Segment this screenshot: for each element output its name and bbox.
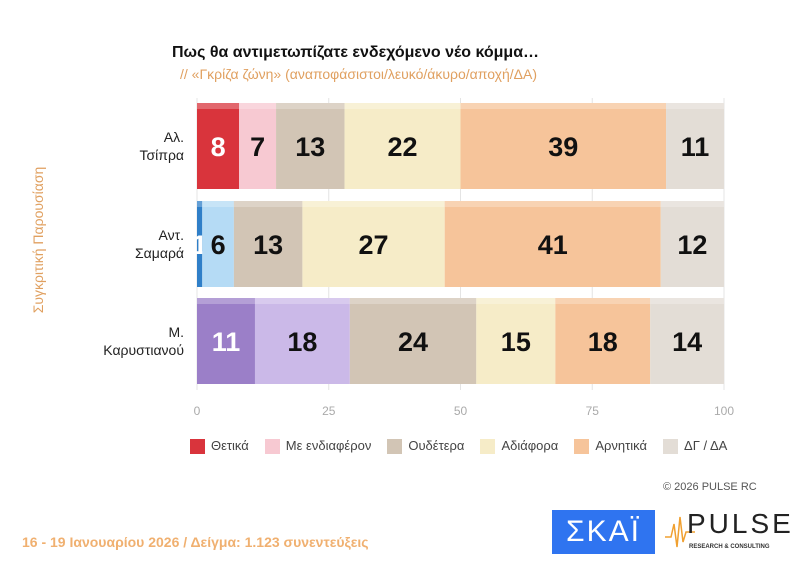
row-label: Μ. Καρυστιανού <box>103 324 184 358</box>
data-label: 27 <box>359 230 389 260</box>
footer-sample-info: 16 - 19 Ιανουαρίου 2026 / Δείγμα: 1.123 … <box>22 534 369 550</box>
copyright: © 2026 PULSE RC <box>663 481 757 493</box>
bar-segment <box>660 201 724 287</box>
x-tick-label: 50 <box>454 404 468 418</box>
pulse-logo: PULSE RESEARCH & CONSULTING <box>665 508 791 556</box>
data-label: 15 <box>501 327 531 357</box>
bar-highlight <box>233 201 303 207</box>
bar-segment <box>476 298 556 384</box>
data-label: 18 <box>287 327 317 357</box>
data-label: 13 <box>295 132 325 162</box>
row-label: Αντ. Σαμαρά <box>135 227 184 261</box>
bar-highlight <box>349 298 477 304</box>
data-label: 11 <box>212 327 241 357</box>
legend-label: Θετικά <box>211 438 249 453</box>
chart-subtitle: // «Γκρίζα ζώνη» (αναποφάσιστοι/λευκό/άκ… <box>180 66 537 82</box>
data-label: 13 <box>253 230 283 260</box>
bar-highlight <box>476 298 556 304</box>
data-label: 8 <box>211 132 226 162</box>
bar-segment <box>666 103 724 189</box>
data-label: 11 <box>681 132 710 162</box>
bar-segment <box>460 103 667 189</box>
legend-item: ΔΓ / ΔΑ <box>663 438 728 455</box>
legend-swatch <box>190 439 205 455</box>
legend-label: Αρνητικά <box>595 438 648 453</box>
legend-swatch <box>387 439 403 455</box>
legend-swatch <box>663 439 679 455</box>
bar-segment <box>302 201 445 287</box>
bar-highlight <box>660 201 724 207</box>
bar-segment <box>349 298 477 384</box>
data-label: 6 <box>211 230 226 260</box>
bar-segment <box>202 201 234 287</box>
bar-segment <box>444 201 661 287</box>
legend-label: ΔΓ / ΔΑ <box>684 438 728 453</box>
legend-swatch <box>264 439 280 455</box>
x-tick-label: 100 <box>714 404 734 418</box>
legend-label: Ουδέτερα <box>408 438 465 453</box>
data-label: 39 <box>548 132 578 162</box>
bar-highlight <box>197 103 240 109</box>
data-label: 24 <box>398 327 428 357</box>
bar-highlight <box>344 103 461 109</box>
legend-item: Θετικά <box>190 438 249 455</box>
bar-segment <box>239 103 277 189</box>
bar-highlight <box>444 201 661 207</box>
x-tick-label: 25 <box>322 404 336 418</box>
bar-highlight <box>302 201 445 207</box>
bar-highlight <box>254 298 350 304</box>
bar-segment <box>276 103 345 189</box>
legend-item: Αρνητικά <box>574 438 648 455</box>
data-label: 22 <box>388 132 418 162</box>
legend-label: Αδιάφορα <box>501 438 559 453</box>
bar-segment <box>650 298 724 384</box>
row-label: Αλ. Τσίπρα <box>139 129 184 163</box>
bar-highlight <box>276 103 345 109</box>
bar-segment <box>254 298 350 384</box>
bar-segment <box>197 201 203 287</box>
chart-title: Πως θα αντιμετωπίζατε ενδεχόμενο νέο κόμ… <box>172 44 540 61</box>
bar-highlight <box>666 103 724 109</box>
bar-segment <box>197 103 240 189</box>
legend: Θετικά Με ενδιαφέρον Ουδέτερα Αδιάφορα Αρνητ… <box>190 438 728 455</box>
bar-segment <box>555 298 651 384</box>
legend-item: Ουδέτερα <box>387 438 465 455</box>
bar-segment <box>197 298 255 384</box>
bar-segment <box>233 201 303 287</box>
bar-highlight <box>460 103 667 109</box>
data-label: 7 <box>250 132 265 162</box>
legend-label: Με ενδιαφέρον <box>285 438 372 453</box>
bar-highlight <box>197 298 255 304</box>
bar-highlight <box>650 298 724 304</box>
legend-swatch <box>480 439 496 455</box>
x-tick-label: 0 <box>194 404 201 418</box>
bar-highlight <box>555 298 651 304</box>
legend-swatch <box>574 439 590 455</box>
data-label: 12 <box>677 230 707 260</box>
data-label: 41 <box>538 230 568 260</box>
bar-highlight <box>239 103 277 109</box>
data-label: 18 <box>588 327 618 357</box>
legend-item: Αδιάφορα <box>480 438 559 455</box>
bar-highlight <box>202 201 234 207</box>
data-label: 14 <box>672 327 702 357</box>
legend-item: Με ενδιαφέρον <box>264 438 372 455</box>
skai-logo: ΣΚΑΪ <box>552 510 655 554</box>
bar-highlight <box>197 201 203 207</box>
x-tick-label: 75 <box>586 404 600 418</box>
bar-segment <box>344 103 461 189</box>
